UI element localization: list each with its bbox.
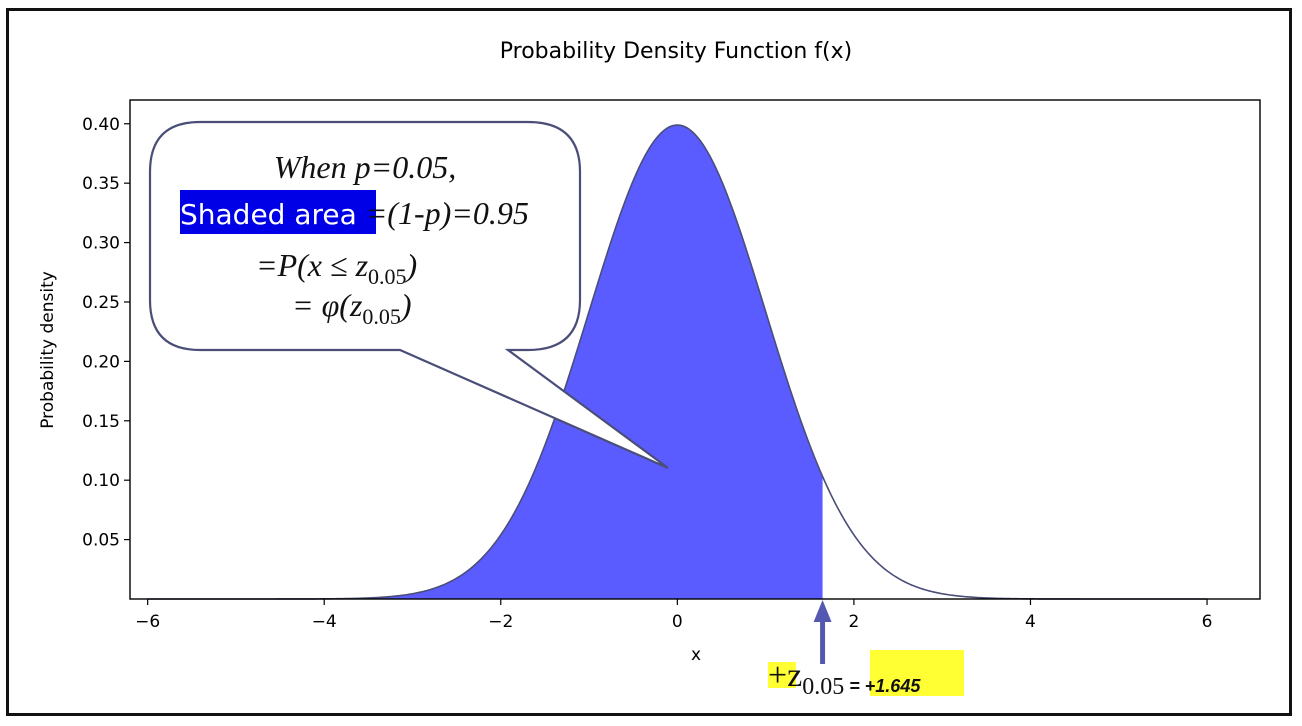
y-axis-ticks: 0.05 0.10 0.15 0.20 0.25 0.30 0.35 0.40 — [82, 115, 130, 551]
y-tick-label: 0.40 — [82, 115, 120, 135]
callout-line-3-sub: 0.05 — [368, 264, 407, 289]
x-tick-label: −2 — [488, 612, 513, 632]
critical-value-plus-z: +z — [768, 657, 802, 694]
callout-line-3: =P(x ≤ z0.05) — [256, 247, 417, 289]
x-tick-label: 2 — [848, 612, 859, 632]
shaded-area-highlight — [180, 190, 376, 234]
critical-value-arrow-head — [813, 600, 832, 622]
y-tick-label: 0.25 — [82, 293, 120, 313]
y-tick-label: 0.10 — [82, 471, 120, 491]
y-tick-label: 0.15 — [82, 412, 120, 432]
y-axis-label: Probability density — [38, 271, 58, 429]
callout-line-1: When p=0.05, — [274, 149, 456, 185]
x-axis-ticks: −6 −4 −2 0 2 4 6 — [135, 599, 1212, 632]
callout-shaded-area-label: Shaded area — [180, 198, 366, 231]
z-value-highlight — [870, 650, 964, 696]
callout-line-2: Shaded area =(1-p)=0.95 — [180, 195, 529, 231]
y-tick-label: 0.05 — [82, 531, 120, 551]
y-tick-label: 0.20 — [82, 352, 120, 372]
callout-line-4-sub: 0.05 — [362, 304, 401, 329]
callout-line-4: = φ(z0.05) — [292, 287, 412, 329]
critical-value-label: +z0.05 = +1.645 — [768, 657, 921, 700]
y-tick-label: 0.30 — [82, 234, 120, 254]
callout-line-4-prefix: = — [292, 287, 322, 323]
callout-line-4-close: ) — [399, 287, 412, 323]
critical-value-number: = +1.645 — [844, 676, 921, 696]
x-axis-label: x — [691, 645, 701, 665]
callout-probability-expr: =(1-p)=0.95 — [366, 195, 529, 231]
critical-value-arrow — [813, 600, 832, 664]
x-tick-label: 6 — [1202, 612, 1213, 632]
callout-line-3-close: ) — [405, 247, 418, 283]
x-tick-label: −4 — [312, 612, 337, 632]
callout-line-4-math: φ(z — [322, 287, 363, 323]
callout-line-3-math: P(x ≤ z — [277, 247, 369, 283]
chart-title: Probability Density Function f(x) — [500, 39, 852, 64]
shaded-area — [147, 125, 823, 600]
plot-area-border — [129, 99, 1261, 600]
x-tick-label: 4 — [1025, 612, 1036, 632]
critical-value-sub: 0.05 — [802, 674, 844, 700]
y-tick-label: 0.35 — [82, 174, 120, 194]
x-tick-label: 0 — [672, 612, 683, 632]
x-tick-label: −6 — [135, 612, 160, 632]
callout-line-3-prefix: = — [256, 247, 278, 283]
plus-z-highlight — [768, 662, 796, 688]
